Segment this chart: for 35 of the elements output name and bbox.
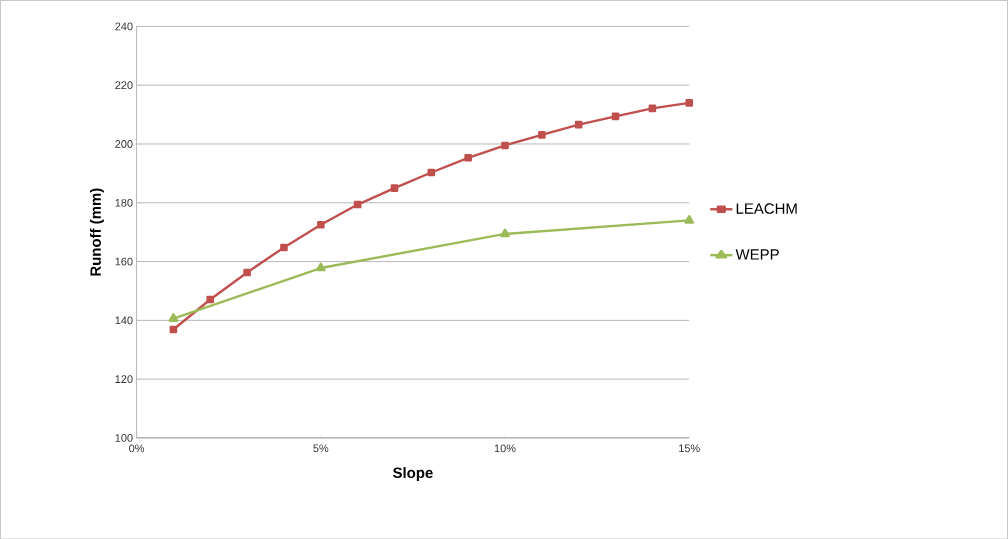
y-tick-label: 120 bbox=[115, 375, 133, 383]
point bbox=[169, 325, 178, 334]
y-tick-label: 220 bbox=[115, 81, 133, 89]
x-tick-label: 0% bbox=[129, 444, 145, 452]
point bbox=[538, 130, 546, 139]
point bbox=[684, 214, 695, 224]
x-tick-label: 10% bbox=[494, 444, 516, 452]
point bbox=[390, 184, 399, 192]
point bbox=[500, 228, 510, 238]
point bbox=[280, 243, 288, 252]
y-tick-label: 200 bbox=[115, 139, 133, 148]
point bbox=[353, 200, 362, 209]
point bbox=[574, 120, 583, 129]
y-tick-label: 160 bbox=[115, 257, 133, 266]
point bbox=[168, 312, 179, 322]
point bbox=[206, 295, 215, 304]
x-tick-label: 15% bbox=[679, 444, 700, 452]
point bbox=[501, 141, 509, 150]
point bbox=[648, 104, 657, 113]
legend-label: LEACHM bbox=[736, 203, 797, 214]
point bbox=[243, 268, 251, 277]
point bbox=[685, 98, 694, 107]
point bbox=[315, 262, 326, 272]
y-tick-label: 140 bbox=[115, 316, 133, 325]
y-axis-title: Runoff (mm) bbox=[89, 188, 104, 276]
point bbox=[611, 112, 620, 120]
x-tick-label: 5% bbox=[313, 444, 329, 452]
y-tick-label: 240 bbox=[115, 22, 133, 31]
y-tick-label: 100 bbox=[115, 433, 133, 442]
y-tick-label: 180 bbox=[115, 198, 133, 207]
point bbox=[464, 153, 472, 162]
x-axis-title: Slope bbox=[392, 466, 433, 481]
legend-label: WEPP bbox=[735, 249, 779, 260]
point bbox=[316, 220, 325, 229]
point bbox=[427, 168, 436, 177]
